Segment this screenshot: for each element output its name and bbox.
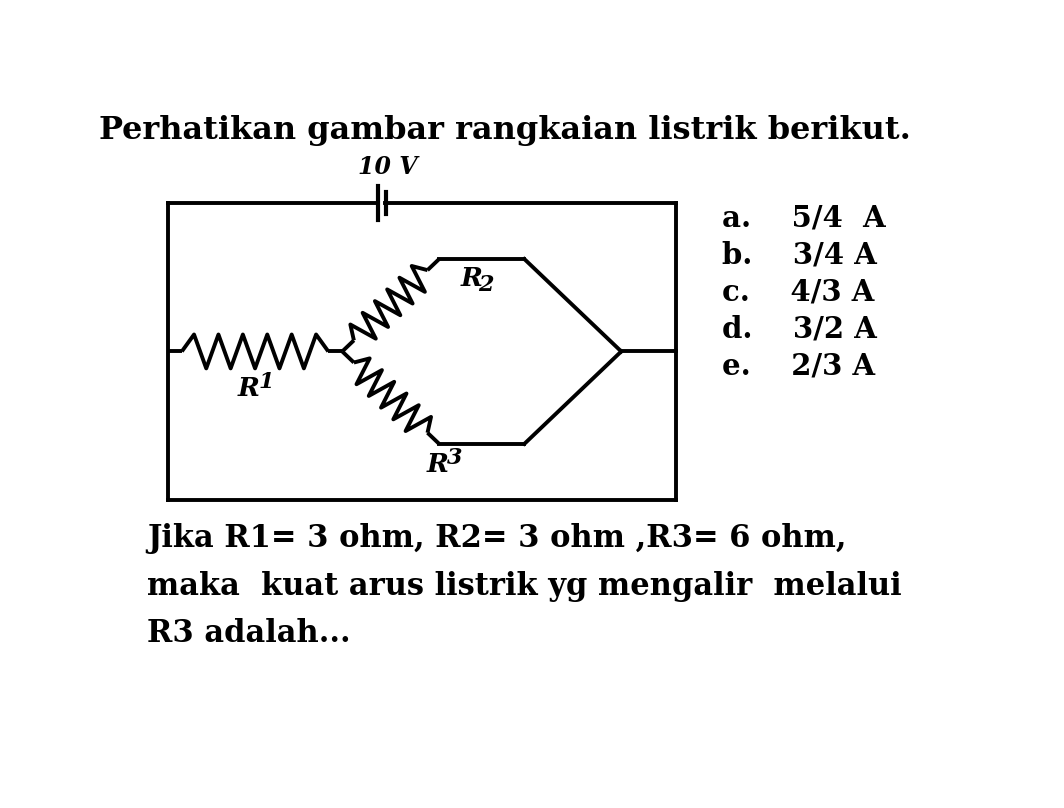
Text: R: R [238,376,260,401]
Text: R3 adalah...: R3 adalah... [147,618,350,650]
Text: 3: 3 [447,447,463,469]
Text: R: R [461,267,483,292]
Text: Perhatikan gambar rangkaian listrik berikut.: Perhatikan gambar rangkaian listrik beri… [99,115,911,145]
Text: 2: 2 [478,274,494,296]
Text: R: R [427,452,449,477]
Text: Jika R1= 3 ohm, R2= 3 ohm ,R3= 6 ohm,: Jika R1= 3 ohm, R2= 3 ohm ,R3= 6 ohm, [147,523,847,553]
Text: e.    2/3 A: e. 2/3 A [722,351,875,380]
Text: maka  kuat arus listrik yg mengalir  melalui: maka kuat arus listrik yg mengalir melal… [147,570,901,601]
Text: 10 V: 10 V [358,154,417,179]
Text: 1: 1 [259,372,273,393]
Text: d.    3/2 A: d. 3/2 A [722,314,877,343]
Text: c.    4/3 A: c. 4/3 A [722,277,875,306]
Text: a.    5/4  A: a. 5/4 A [722,204,885,232]
Text: b.    3/4 A: b. 3/4 A [722,240,877,269]
